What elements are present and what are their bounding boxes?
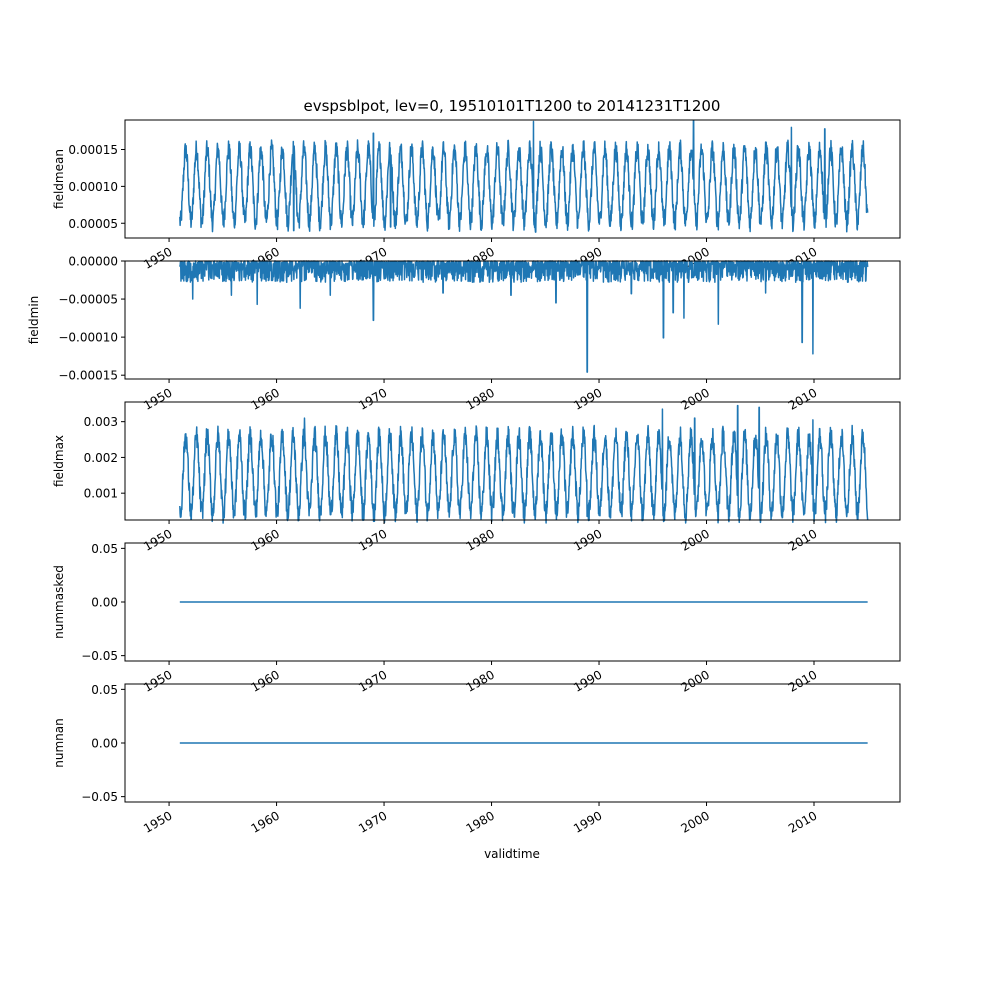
y-tick-label: −0.00010	[58, 331, 118, 345]
y-axis-label-fieldmax: fieldmax	[52, 435, 66, 487]
y-tick-label: 0.002	[84, 451, 118, 465]
y-tick-label: 0.00005	[68, 217, 118, 231]
y-tick-label: 0.05	[91, 683, 118, 697]
y-tick-label: 0.05	[91, 542, 118, 556]
y-axis-label-nummasked: nummasked	[52, 565, 66, 639]
y-tick-label: −0.05	[81, 790, 118, 804]
y-tick-label: 0.00	[91, 737, 118, 751]
y-tick-label: −0.00005	[58, 293, 118, 307]
figure-title: evspsblpot, lev=0, 19510101T1200 to 2014…	[304, 97, 721, 115]
x-axis-label: validtime	[484, 847, 540, 861]
series-line-fieldmax	[179, 404, 869, 524]
axes-frame	[124, 260, 901, 380]
axes-frame	[124, 401, 901, 521]
y-tick-label: 0.003	[84, 415, 118, 429]
y-tick-label: −0.00015	[58, 369, 118, 383]
y-tick-label: 0.001	[84, 487, 118, 501]
y-axis-label-numnan: numnan	[52, 718, 66, 767]
series-line-fieldmin	[179, 260, 869, 373]
y-tick-label: 0.00000	[68, 255, 118, 269]
y-axis-label-fieldmean: fieldmean	[52, 149, 66, 209]
y-axis-label-fieldmin: fieldmin	[27, 296, 41, 345]
y-tick-label: −0.05	[81, 649, 118, 663]
axes-frame	[124, 119, 901, 239]
series-line-fieldmean	[179, 119, 869, 233]
y-tick-label: 0.00015	[68, 143, 118, 157]
y-tick-label: 0.00010	[68, 180, 118, 194]
y-tick-label: 0.00	[91, 596, 118, 610]
